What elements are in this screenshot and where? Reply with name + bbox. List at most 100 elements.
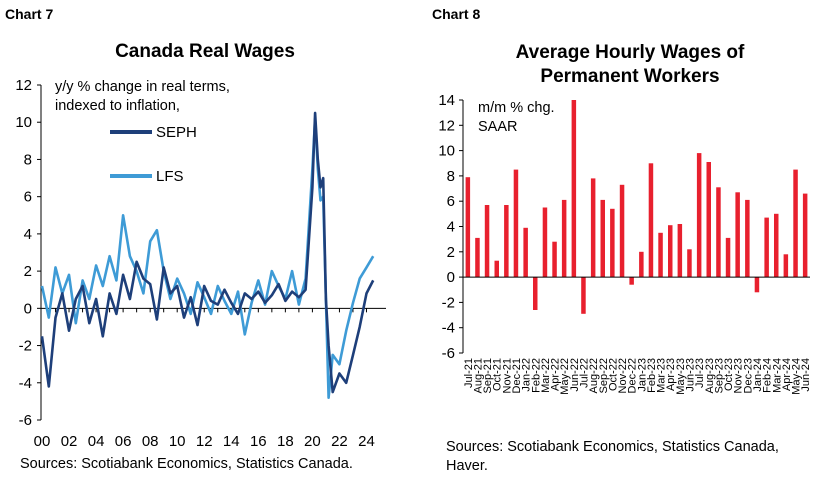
chart8-bar [725,237,731,278]
chart7-title: Canada Real Wages [115,41,295,62]
chart8-bar [513,169,519,278]
chart7-annotation: indexed to inflation, [55,98,180,114]
chart8-bar [465,177,471,278]
chart7-y-tick-label: -4 [19,375,32,392]
chart8-x-tick-label: Feb-22 [530,358,542,393]
chart8-y-tick-label: 12 [438,117,455,134]
chart7-x-tick-label: 16 [250,433,267,450]
chart8-x-tick-label: Oct-23 [723,358,735,391]
chart8-source-line-1: Sources: Scotiabank Economics, Statistic… [446,439,779,455]
chart7-x-tick-label: 02 [61,433,78,450]
chart8-y-tick-label: 6 [447,193,455,210]
chart8-y-tick-label: 10 [438,143,455,160]
chart7-x-tick-label: 24 [358,433,375,450]
chart8-x-tick-label: Jun-23 [685,358,697,392]
chart8-x-tick-label: Dec-22 [627,358,639,393]
chart8-bar [774,213,779,278]
chart7-x-tick-label: 08 [142,433,159,450]
chart8-x-tick-label: Jul-23 [694,358,706,388]
chart8-x-tick-label: Sep-21 [482,358,494,393]
chart8-x-tick-label: Sep-23 [713,358,725,393]
chart7-x-tick-label: 06 [115,433,132,450]
chart8-bar [735,192,740,278]
chart8-source: Sources: Scotiabank Economics, Statistic… [446,438,779,476]
chart8-x-tick-label: Jan-22 [521,358,533,392]
chart8-bar [552,241,557,278]
chart8-x-tick-label: Aug-22 [588,358,600,393]
chart7-y-tick-label: 10 [15,114,32,131]
chart7-y-tick-label: 2 [24,263,32,280]
chart8-y-tick-label: 8 [447,168,455,185]
chart8-bar [783,254,789,278]
chart7-annotation: y/y % change in real terms, [55,79,230,95]
chart8-bar [696,153,702,278]
chart8-annotation: m/m % chg. [478,100,555,116]
chart8-x-tick-label: May-24 [791,358,803,395]
chart8-x-tick-label: Jun-22 [569,358,581,392]
chart8-bar [754,277,760,293]
chart7-series-line-seph [40,111,375,394]
chart7-x-tick-label: 20 [304,433,321,450]
chart8-plot: -6-4-202468101214Jul-21Aug-21Sep-21Oct-2… [438,92,812,395]
chart8-bar [561,199,567,278]
chart8-x-tick-label: Mar-23 [656,358,668,393]
chart8-x-tick-label: Feb-23 [646,358,658,393]
chart8-y-tick-label: -4 [442,320,455,337]
chart8-bar [706,162,711,278]
chart8-y-tick-label: -6 [442,345,455,362]
chart7-x-tick-label: 18 [277,433,294,450]
chart8-bar [494,260,499,278]
chart8-x-tick-label: Mar-24 [771,358,783,393]
chart8-label: Chart 8 [432,6,481,22]
chart8-bar [716,187,721,278]
chart7-series-line-lfs [40,117,375,399]
chart8-title-line-2: Permanent Workers [540,66,720,87]
chart8-bar [571,100,577,278]
chart8-y-tick-label: 0 [447,269,455,286]
chart8-bar [687,249,692,278]
chart7-x-tick-label: 00 [34,433,51,450]
chart8-y-tick-label: 4 [447,219,455,236]
chart7-legend-label-seph: SEPH [156,124,197,141]
chart8-bar [600,199,605,278]
chart8-bar [590,178,596,278]
chart8-bar [668,225,673,278]
chart8-bar [533,277,538,310]
chart7-y-tick-label: 0 [24,300,32,317]
chart8-x-tick-label: Oct-22 [607,358,619,391]
chart7-y-tick-label: -6 [19,412,32,429]
chart8-source-line-2: Haver. [446,458,488,474]
chart8-bar [581,277,586,314]
chart8-x-tick-label: Dec-21 [511,358,523,393]
chart8-x-tick-label: Mar-22 [540,358,552,393]
chart8-annotation: SAAR [478,119,518,135]
chart8-y-tick-label: 14 [438,92,455,109]
chart8-bar [639,251,644,278]
chart7-x-tick-label: 04 [88,433,105,450]
chart8-x-tick-label: Jan-24 [752,358,764,392]
chart8-x-tick-label: Aug-23 [704,358,716,393]
chart8-x-tick-label: Oct-21 [492,358,504,391]
chart8-y-tick-label: -2 [442,294,455,311]
chart8-x-tick-label: Jan-23 [636,358,648,392]
chart8-x-tick-label: Apr-24 [781,358,793,391]
chart8-title: Average Hourly Wages of Permanent Worker… [440,41,820,89]
chart8-x-tick-label: Jul-21 [463,358,475,388]
chart7-y-tick-label: 6 [24,189,32,206]
chart8-bar [802,193,808,278]
chart7-x-tick-label: 22 [331,433,348,450]
chart7-y-tick-label: -2 [19,338,32,355]
chart8-x-tick-label: Sep-22 [598,358,610,393]
chart8-x-tick-label: Nov-22 [617,358,629,393]
chart7-x-tick-label: 14 [223,433,240,450]
chart8-x-tick-label: Nov-21 [501,358,513,393]
chart8-y-tick-label: 2 [447,244,455,261]
chart7-legend-label-lfs: LFS [156,168,184,185]
chart8-bar [475,237,480,278]
chart8-bar [523,227,528,278]
chart7-y-tick-label: 12 [15,77,32,94]
chart8-x-tick-label: Feb-24 [762,358,774,393]
chart8-x-tick-label: May-23 [675,358,687,395]
